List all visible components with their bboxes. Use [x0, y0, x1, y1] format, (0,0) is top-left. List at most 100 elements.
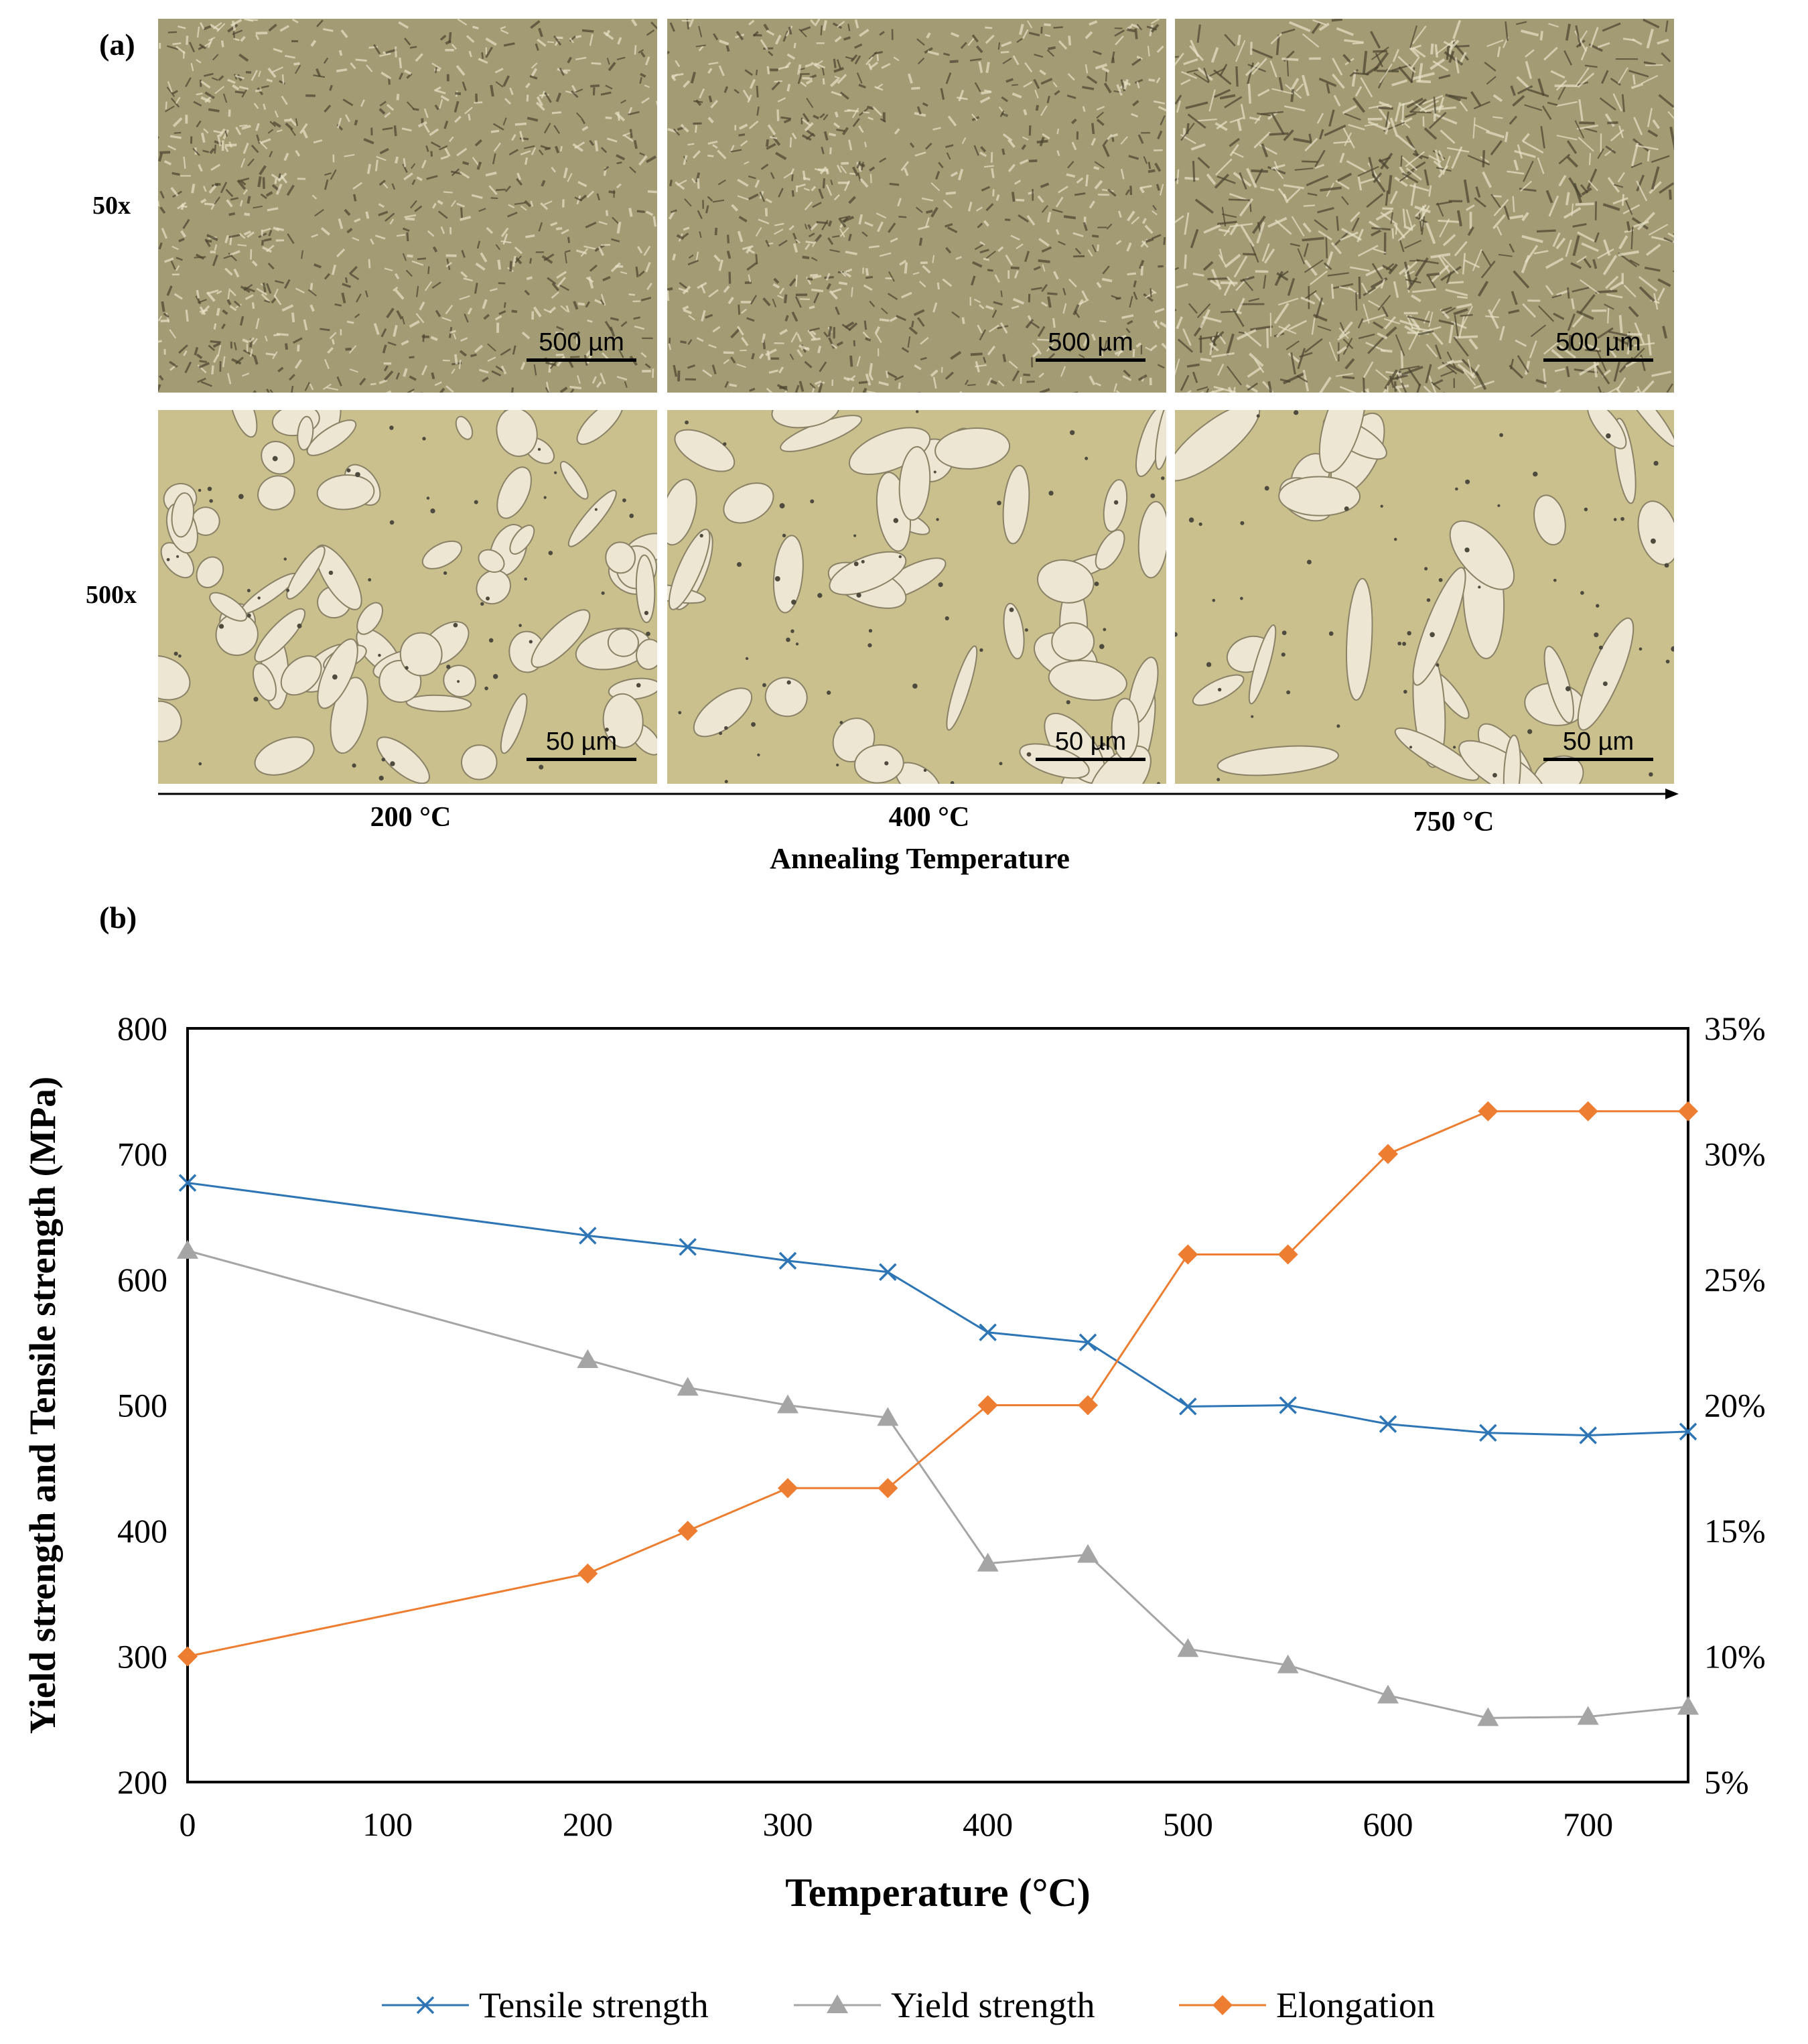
yield-strength-point	[1677, 1696, 1699, 1715]
x-axis-title: Temperature (°C)	[785, 1870, 1091, 1915]
tensile-strength-point	[579, 1227, 597, 1245]
micrograph-50x-750c	[1175, 19, 1674, 393]
tensile-strength-point	[1479, 1424, 1497, 1442]
elongation-point	[1178, 1244, 1198, 1265]
yield-strength-point	[177, 1239, 198, 1259]
elongation-point	[1277, 1244, 1298, 1265]
yield-strength-point	[877, 1407, 899, 1426]
x-tick-label: 300	[763, 1805, 813, 1843]
elongation-point	[1478, 1101, 1499, 1121]
elongation-point	[878, 1478, 898, 1499]
micrograph-50x-200c	[158, 19, 657, 393]
legend-marker-elongation	[1212, 1995, 1233, 2015]
elongation-point	[577, 1563, 598, 1584]
scale-bar-label: 500 µm	[539, 328, 624, 356]
scale-bar-label: 50 µm	[545, 728, 618, 756]
scale-bar-line	[1543, 358, 1653, 362]
x-tick-label: 700	[1563, 1805, 1613, 1843]
y-tick-label: 200	[117, 1763, 167, 1801]
scale-bar-line	[1036, 758, 1145, 761]
scale-bar-line	[527, 758, 636, 761]
tensile-strength-point	[1579, 1426, 1597, 1444]
scale-bar: 500 µm	[1036, 328, 1145, 362]
x-tick-label: 200	[563, 1805, 613, 1843]
elongation-point	[178, 1646, 198, 1667]
tensile-strength-point	[178, 1174, 197, 1192]
row-label-500x: 500x	[86, 581, 137, 609]
tensile-strength-point	[979, 1323, 997, 1341]
panel-a-label: (a)	[99, 27, 135, 62]
scale-bar-line	[527, 358, 636, 362]
y-tick-label: 300	[117, 1638, 167, 1676]
x-tick-label: 0	[180, 1805, 196, 1843]
micrograph-500x-400c	[667, 410, 1166, 784]
scale-bar-label: 50 µm	[1562, 728, 1635, 756]
y2-tick-label: 15%	[1704, 1512, 1766, 1550]
y2-tick-label: 35%	[1704, 1010, 1766, 1047]
temperature-arrow	[158, 789, 1679, 799]
micrograph-500x-200c	[158, 410, 657, 784]
row-label-50x: 50x	[92, 192, 131, 220]
x-tick-label: 400	[963, 1805, 1013, 1843]
tensile-strength-point	[879, 1263, 897, 1281]
tensile-strength-point	[1179, 1398, 1197, 1416]
yield-strength-point	[677, 1377, 699, 1396]
y-tick-label: 800	[117, 1010, 167, 1047]
legend-label-elongation: Elongation	[1276, 1985, 1435, 2025]
yield-strength-point	[1077, 1544, 1099, 1563]
yield-strength-point	[1377, 1684, 1399, 1704]
yield-strength-point	[1277, 1654, 1299, 1674]
temp-label-200: 200 °C	[370, 802, 451, 833]
yield-strength-point	[577, 1349, 599, 1368]
x-tick-label: 500	[1163, 1805, 1213, 1843]
tensile-strength-point	[1679, 1422, 1697, 1441]
scale-bar-line	[1543, 758, 1653, 761]
tensile-strength-point	[679, 1238, 697, 1256]
legend-marker-yield-strength	[827, 1994, 848, 2013]
elongation-point	[1378, 1144, 1398, 1164]
elongation-line	[187, 1110, 1688, 1657]
y2-tick-label: 30%	[1704, 1136, 1766, 1173]
panel-b-label: (b)	[99, 900, 137, 935]
y2-tick-label: 10%	[1704, 1638, 1766, 1676]
y-tick-label: 600	[117, 1261, 167, 1298]
scale-bar: 50 µm	[1036, 728, 1145, 761]
y-tick-label: 500	[117, 1387, 167, 1424]
scale-bar-label: 50 µm	[1054, 728, 1127, 756]
tensile-strength-point	[1279, 1396, 1297, 1414]
tensile-strength-point	[778, 1251, 797, 1270]
y-tick-label: 700	[117, 1136, 167, 1173]
y2-tick-label: 20%	[1704, 1387, 1766, 1424]
scale-bar: 50 µm	[1543, 728, 1653, 761]
y-axis-title: Yield strength and Tensile strength (MPa…	[22, 1077, 63, 1734]
elongation-point	[977, 1395, 998, 1416]
elongation-point	[1578, 1101, 1598, 1121]
elongation-point	[677, 1521, 698, 1541]
plot-area-frame	[186, 1027, 1689, 1783]
tensile-strength-line	[187, 1182, 1689, 1437]
y2-tick-label: 5%	[1704, 1763, 1749, 1801]
tensile-strength-point	[1379, 1415, 1397, 1433]
elongation-point	[1078, 1395, 1098, 1416]
scale-bar-label: 500 µm	[1555, 328, 1641, 356]
y-tick-label: 400	[117, 1512, 167, 1550]
annealing-caption: Annealing Temperature	[770, 842, 1070, 875]
elongation-point	[778, 1478, 798, 1499]
scale-bar: 500 µm	[527, 328, 636, 362]
scale-bar: 500 µm	[1543, 328, 1653, 362]
temp-label-400: 400 °C	[888, 802, 970, 833]
tensile-strength-point	[1079, 1333, 1097, 1351]
legend-marker-tensile-strength	[416, 1996, 435, 2015]
yield-strength-point	[1477, 1707, 1499, 1726]
legend-label-yield-strength: Yield strength	[891, 1985, 1095, 2025]
scale-bar: 50 µm	[527, 728, 636, 761]
x-tick-label: 100	[362, 1805, 413, 1843]
micrograph-500x-750c	[1175, 410, 1674, 784]
legend-label-tensile-strength: Tensile strength	[479, 1985, 709, 2025]
micrograph-50x-400c	[667, 19, 1166, 393]
yield-strength-point	[777, 1394, 798, 1414]
elongation-point	[1678, 1101, 1698, 1121]
scale-bar-line	[1036, 358, 1145, 362]
x-tick-label: 600	[1363, 1805, 1413, 1843]
